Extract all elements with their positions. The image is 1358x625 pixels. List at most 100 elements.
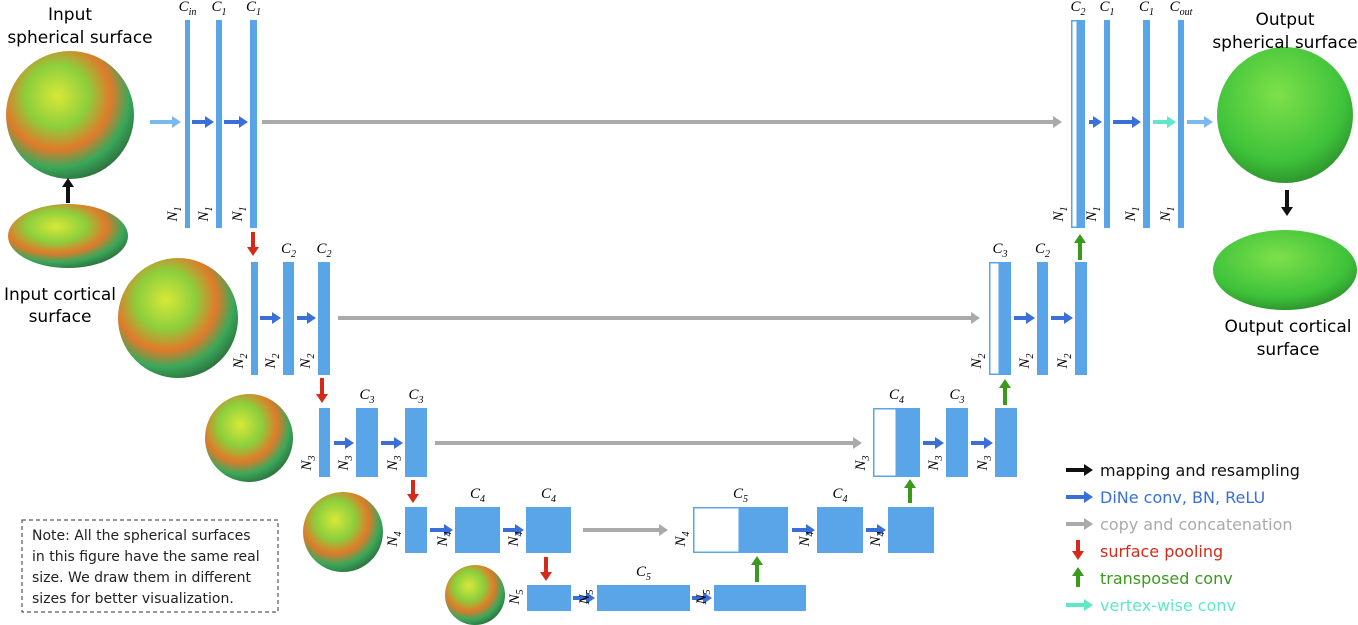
- channel-label-symbol: C: [316, 241, 327, 257]
- size-label-symbol: N: [435, 536, 451, 548]
- channel-label-index: 4: [843, 494, 848, 505]
- size-label-symbol: N: [694, 594, 710, 606]
- size-label-symbol: N: [385, 536, 401, 548]
- arrow-head: [345, 437, 354, 449]
- size-label: N2: [263, 353, 282, 369]
- channel-label: C3: [408, 387, 423, 406]
- channel-label-index: 5: [646, 572, 651, 583]
- arrow-head: [659, 524, 668, 536]
- channel-label-index: 2: [1081, 7, 1086, 18]
- channel-label-symbol: C: [992, 241, 1003, 257]
- channel-label-symbol: C: [636, 564, 647, 580]
- feature-block: [527, 585, 571, 611]
- channel-label-symbol: C: [408, 387, 419, 403]
- channel-label-index: 2: [1045, 249, 1050, 260]
- feature-block: [817, 507, 863, 553]
- channel-label-symbol: C: [179, 0, 190, 15]
- size-label-symbol: N: [506, 536, 522, 548]
- arrow-head: [1064, 312, 1073, 324]
- channel-label-index: 3: [1002, 249, 1008, 260]
- size-label-index: 3: [344, 455, 355, 461]
- surface-title: Output cortical: [1224, 317, 1351, 337]
- feature-block: [319, 408, 330, 477]
- channel-label: C4: [889, 387, 904, 406]
- size-label-index: 3: [983, 455, 994, 461]
- feature-block: [995, 408, 1017, 477]
- channel-label-index: 4: [551, 494, 556, 505]
- size-label-symbol: N: [1055, 358, 1071, 370]
- arrow-head: [444, 524, 453, 536]
- feature-block: [251, 262, 258, 375]
- size-label-symbol: N: [1051, 211, 1067, 223]
- size-label-symbol: N: [1158, 211, 1174, 223]
- arrow-head: [935, 437, 944, 449]
- feature-block: [597, 585, 690, 611]
- size-label-symbol: N: [926, 460, 942, 472]
- channel-label-symbol: C: [1139, 0, 1150, 15]
- arrow-head: [1167, 116, 1176, 128]
- arrow-head: [1204, 116, 1213, 128]
- size-label: N5: [577, 589, 596, 605]
- concat-part: [693, 507, 740, 553]
- channel-label: C2: [316, 241, 331, 260]
- size-label-symbol: N: [673, 536, 689, 548]
- arrow-head: [877, 524, 886, 536]
- channel-label-index: 4: [480, 494, 485, 505]
- arrow-head: [515, 524, 524, 536]
- size-label-index: 4: [876, 531, 887, 536]
- concat-part: [1071, 20, 1078, 228]
- concat-part: [989, 262, 1000, 375]
- arrow-head: [307, 312, 316, 324]
- channel-label: C5: [733, 486, 748, 505]
- size-label-symbol: N: [298, 358, 314, 370]
- feature-block: [1104, 20, 1110, 228]
- size-label-symbol: N: [969, 358, 985, 370]
- size-label-symbol: N: [1123, 211, 1139, 223]
- arrow-head: [703, 592, 712, 604]
- arrow-head: [540, 572, 552, 581]
- surface-title: surface: [29, 307, 92, 327]
- arrow-head: [751, 556, 763, 565]
- channel-label: C4: [541, 486, 556, 505]
- arrow-head: [984, 437, 993, 449]
- legend-label: DiNe conv, BN, ReLU: [1100, 488, 1265, 507]
- size-label-symbol: N: [868, 536, 884, 548]
- note-line: size. We draw them in different: [32, 570, 252, 586]
- channel-label-symbol: C: [1170, 0, 1181, 15]
- size-label-index: 5: [515, 589, 526, 594]
- legend-label: transposed conv: [1100, 569, 1233, 588]
- size-label-symbol: N: [577, 594, 593, 606]
- size-label-index: 5: [702, 589, 713, 594]
- feature-block: [1143, 20, 1150, 228]
- size-label-symbol: N: [231, 358, 247, 370]
- size-label-index: 1: [204, 206, 215, 211]
- feature-block: [455, 507, 500, 553]
- size-label-index: 1: [173, 206, 184, 211]
- channel-label: C1: [211, 0, 226, 18]
- surface-title: Output: [1255, 10, 1314, 30]
- channel-label-symbol: C: [246, 0, 257, 15]
- size-label: N5: [507, 589, 526, 605]
- channel-label: C1: [1139, 0, 1154, 18]
- size-label-symbol: N: [165, 211, 181, 223]
- channel-label: C4: [470, 486, 485, 505]
- size-label: N3: [926, 455, 945, 471]
- arrow-head: [394, 437, 403, 449]
- size-label: N2: [298, 353, 317, 369]
- channel-label-index: 1: [256, 7, 261, 18]
- channel-label-symbol: C: [541, 486, 552, 502]
- channel-label-symbol: C: [832, 486, 843, 502]
- arrow-head: [316, 394, 328, 403]
- size-label-index: 5: [585, 589, 596, 594]
- arrow-head: [1281, 207, 1293, 216]
- feature-block: [405, 408, 427, 477]
- size-label-index: 3: [861, 455, 872, 461]
- size-label: N3: [385, 455, 404, 471]
- size-label: N1: [1158, 206, 1177, 222]
- channel-label-symbol: C: [889, 387, 900, 403]
- size-label-symbol: N: [975, 460, 991, 472]
- arrow-head: [62, 178, 74, 187]
- size-label-index: 4: [681, 531, 692, 536]
- size-label-symbol: N: [263, 358, 279, 370]
- channel-label-index: in: [189, 7, 197, 18]
